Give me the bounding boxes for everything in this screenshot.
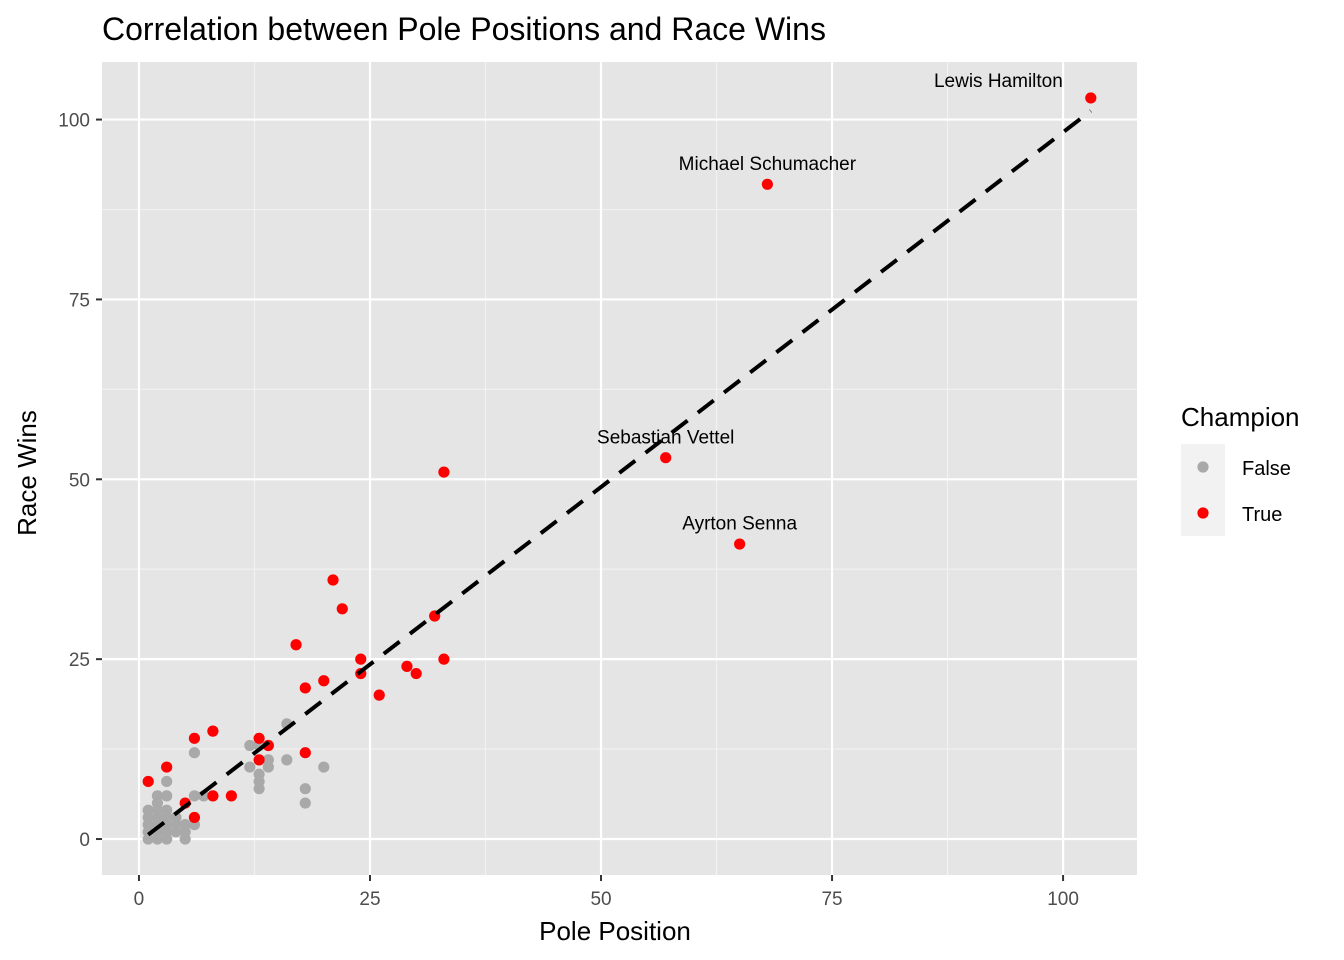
point-champion xyxy=(336,603,348,615)
chart-title: Correlation between Pole Positions and R… xyxy=(102,11,826,47)
point-champion xyxy=(438,653,450,665)
point-champion xyxy=(318,675,330,687)
x-tick-label: 0 xyxy=(134,889,145,910)
point-champion xyxy=(207,725,219,737)
point-champion xyxy=(253,732,265,744)
point-champion xyxy=(290,639,302,651)
x-tick-label: 75 xyxy=(821,889,842,910)
x-tick-label: 25 xyxy=(359,889,380,910)
x-tick-label: 100 xyxy=(1047,889,1079,910)
point-non-champion xyxy=(151,790,164,802)
point-champion xyxy=(734,538,746,550)
legend-label: True xyxy=(1242,504,1282,526)
point-champion xyxy=(299,747,311,759)
y-tick-label: 25 xyxy=(69,650,90,671)
point-champion xyxy=(253,754,265,766)
y-tick-label: 0 xyxy=(79,830,90,851)
point-champion xyxy=(161,761,173,773)
point-non-champion xyxy=(188,790,201,802)
point-non-champion xyxy=(161,790,173,802)
point-non-champion xyxy=(179,819,191,831)
point-non-champion xyxy=(299,797,311,809)
y-tick-label: 75 xyxy=(69,290,90,311)
point-champion xyxy=(299,682,311,694)
point-annotation: Michael Schumacher xyxy=(679,154,857,175)
legend-key-false xyxy=(1197,461,1209,473)
legend-label: False xyxy=(1242,458,1291,480)
point-non-champion xyxy=(318,761,330,773)
point-non-champion xyxy=(188,747,201,759)
point-non-champion xyxy=(299,783,311,795)
point-annotation: Ayrton Senna xyxy=(682,514,797,535)
point-non-champion xyxy=(244,739,256,752)
plot-panel xyxy=(102,62,1137,875)
point-champion xyxy=(327,574,339,586)
point-champion xyxy=(401,660,413,672)
y-tick-label: 100 xyxy=(58,111,90,132)
point-champion xyxy=(660,452,672,464)
point-champion xyxy=(225,790,237,802)
point-non-champion xyxy=(244,761,256,773)
point-champion xyxy=(188,811,201,824)
point-champion xyxy=(355,653,367,665)
point-champion xyxy=(373,689,385,701)
y-axis-title: Race Wins xyxy=(12,410,42,536)
point-non-champion xyxy=(281,754,293,766)
point-champion xyxy=(1085,92,1097,104)
point-non-champion xyxy=(262,754,274,766)
x-tick-label: 50 xyxy=(590,889,611,910)
legend-key-true xyxy=(1197,507,1209,519)
point-non-champion xyxy=(170,811,182,824)
point-annotation: Sebastian Vettel xyxy=(597,427,734,448)
plot-area: 0 25 50 75 100 0 25 50 75 100 Lewis Hamilton Michae… xyxy=(58,62,1137,910)
point-champion xyxy=(207,790,219,802)
trend-line xyxy=(146,109,1093,837)
point-champion xyxy=(438,466,450,478)
y-tick-label: 50 xyxy=(69,470,90,491)
point-annotation: Lewis Hamilton xyxy=(934,71,1063,92)
point-non-champion xyxy=(161,775,173,788)
point-champion xyxy=(142,775,154,788)
point-non-champion xyxy=(253,768,265,780)
x-axis-title: Pole Position xyxy=(539,916,691,946)
legend: Champion False True xyxy=(1181,402,1300,536)
point-champion xyxy=(761,178,773,190)
point-non-champion xyxy=(142,804,154,816)
point-champion xyxy=(188,732,201,744)
point-non-champion xyxy=(161,804,173,816)
point-champion xyxy=(410,667,422,680)
legend-title: Champion xyxy=(1181,402,1300,432)
